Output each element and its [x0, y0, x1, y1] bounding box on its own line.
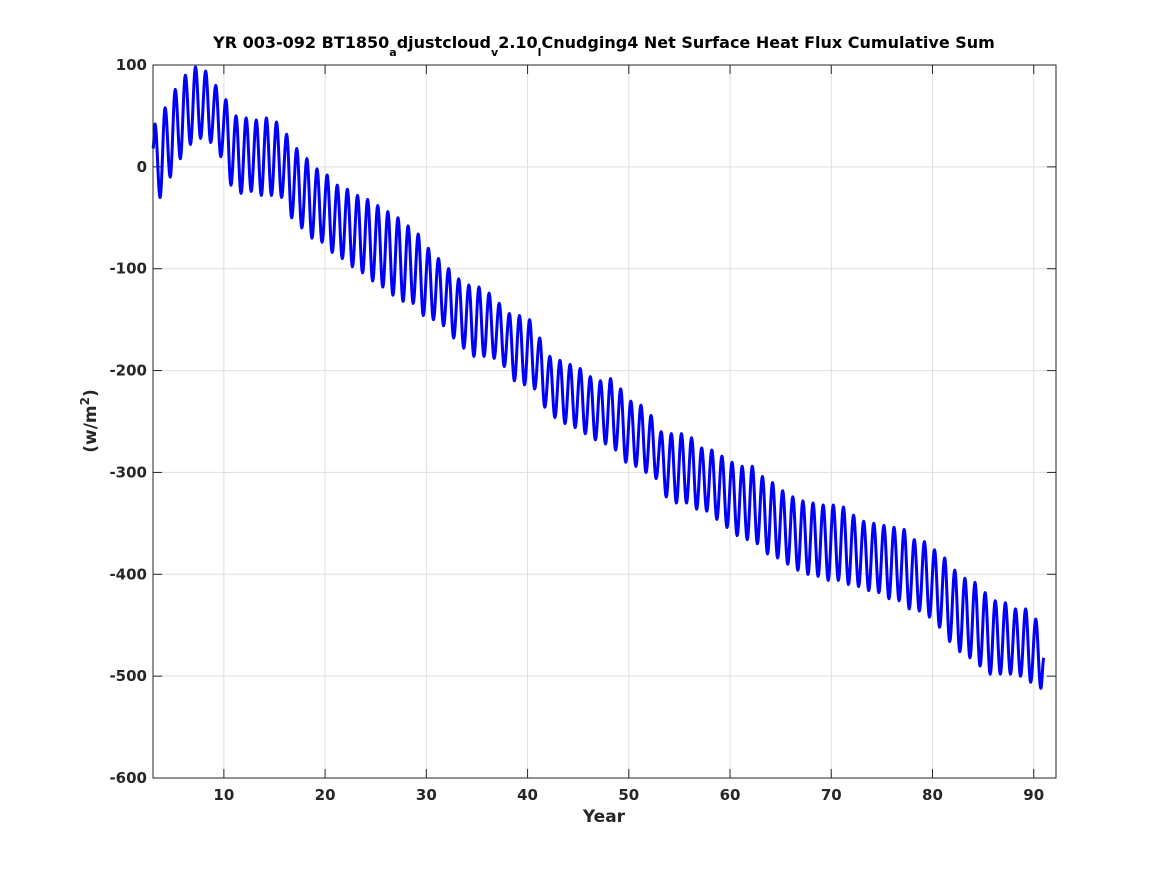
x-tick-label: 10: [213, 786, 234, 804]
x-tick-label: 40: [517, 786, 538, 804]
x-tick-label: 80: [922, 786, 943, 804]
y-axis-label: (w/m2): [78, 389, 101, 453]
y-tick-label: -500: [109, 667, 147, 685]
y-tick-label: -400: [109, 565, 147, 583]
y-tick-label: 0: [137, 158, 147, 176]
chart-title: YR 003-092 BT1850adjustcloudv2.10lCnudgi…: [212, 33, 995, 59]
y-tick-label: -200: [109, 362, 147, 380]
y-tick-label: 100: [116, 56, 147, 74]
y-tick-labels: 100 0 -100 -200 -300 -400 -500 -600: [109, 56, 147, 787]
x-tick-label: 60: [720, 786, 741, 804]
x-tick-label: 70: [821, 786, 842, 804]
series-line: [151, 65, 1046, 690]
x-tick-label: 30: [416, 786, 437, 804]
x-axis-label: Year: [582, 807, 626, 827]
x-tick-label: 90: [1023, 786, 1044, 804]
y-tick-label: -300: [109, 463, 147, 481]
x-tick-label: 20: [315, 786, 336, 804]
x-tick-label: 50: [618, 786, 639, 804]
x-tick-labels: 10 20 30 40 50 60 70 80 90: [213, 786, 1044, 804]
y-tick-label: -100: [109, 260, 147, 278]
y-tick-label: -600: [109, 769, 147, 787]
series-layer: [151, 65, 1046, 690]
plot-frame: [152, 64, 1057, 779]
tick-marks: [153, 64, 1056, 779]
